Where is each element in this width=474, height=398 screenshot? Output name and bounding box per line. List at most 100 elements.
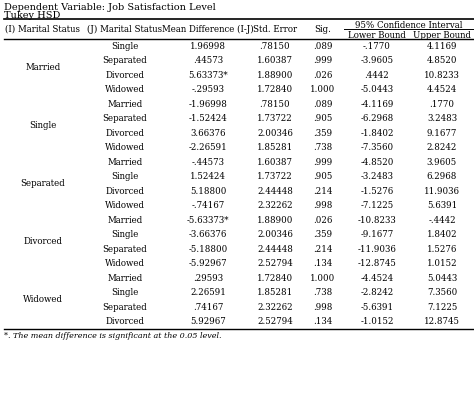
Text: 1.0152: 1.0152 — [427, 259, 457, 268]
Text: 3.9605: 3.9605 — [427, 158, 457, 167]
Text: .738: .738 — [313, 288, 333, 297]
Text: Separated: Separated — [103, 245, 147, 254]
Text: 2.52794: 2.52794 — [257, 259, 293, 268]
Text: 1.72840: 1.72840 — [257, 85, 293, 94]
Text: 2.44448: 2.44448 — [257, 245, 293, 254]
Text: 1.60387: 1.60387 — [257, 56, 293, 65]
Text: 1.5276: 1.5276 — [427, 245, 457, 254]
Text: (J) Marital Status: (J) Marital Status — [87, 24, 163, 33]
Text: .44573: .44573 — [193, 56, 223, 65]
Text: -3.9605: -3.9605 — [360, 56, 393, 65]
Text: Separated: Separated — [103, 56, 147, 65]
Text: *. The mean difference is significant at the 0.05 level.: *. The mean difference is significant at… — [4, 332, 221, 340]
Text: .738: .738 — [313, 143, 333, 152]
Text: .359: .359 — [313, 230, 333, 239]
Text: 95% Confidence Interval: 95% Confidence Interval — [355, 21, 463, 30]
Text: Sig.: Sig. — [315, 25, 331, 33]
Text: 1.85281: 1.85281 — [257, 288, 293, 297]
Text: -9.1677: -9.1677 — [360, 230, 393, 239]
Text: -1.52424: -1.52424 — [189, 114, 228, 123]
Text: -11.9036: -11.9036 — [357, 245, 396, 254]
Text: .998: .998 — [313, 303, 333, 312]
Text: Widowed: Widowed — [105, 85, 145, 94]
Text: Married: Married — [108, 158, 143, 167]
Text: 4.1169: 4.1169 — [427, 42, 457, 51]
Text: 10.8233: 10.8233 — [424, 71, 460, 80]
Text: 3.2483: 3.2483 — [427, 114, 457, 123]
Text: Separated: Separated — [103, 114, 147, 123]
Text: .78150: .78150 — [260, 100, 290, 109]
Text: -5.6391: -5.6391 — [360, 303, 393, 312]
Text: 2.8242: 2.8242 — [427, 143, 457, 152]
Text: Widowed: Widowed — [23, 295, 63, 304]
Text: Single: Single — [111, 172, 139, 181]
Text: -7.1225: -7.1225 — [360, 201, 393, 210]
Text: Widowed: Widowed — [105, 201, 145, 210]
Text: 9.1677: 9.1677 — [427, 129, 457, 138]
Text: 2.32262: 2.32262 — [257, 201, 293, 210]
Text: -4.4524: -4.4524 — [360, 274, 393, 283]
Text: .998: .998 — [313, 201, 333, 210]
Text: Single: Single — [111, 230, 139, 239]
Text: 2.52794: 2.52794 — [257, 317, 293, 326]
Text: -.74167: -.74167 — [191, 201, 225, 210]
Text: Divorced: Divorced — [106, 129, 145, 138]
Text: 4.4524: 4.4524 — [427, 85, 457, 94]
Text: 5.6391: 5.6391 — [427, 201, 457, 210]
Text: Married: Married — [108, 274, 143, 283]
Text: Lower Bound: Lower Bound — [348, 31, 406, 40]
Text: -7.3560: -7.3560 — [360, 143, 393, 152]
Text: 5.92967: 5.92967 — [190, 317, 226, 326]
Text: .026: .026 — [313, 71, 333, 80]
Text: 1.000: 1.000 — [310, 85, 336, 94]
Text: Married: Married — [108, 100, 143, 109]
Text: 6.2968: 6.2968 — [427, 172, 457, 181]
Text: -4.1169: -4.1169 — [360, 100, 394, 109]
Text: -1.5276: -1.5276 — [360, 187, 393, 196]
Text: .999: .999 — [313, 158, 333, 167]
Text: Single: Single — [29, 121, 57, 131]
Text: .999: .999 — [313, 56, 333, 65]
Text: 1.73722: 1.73722 — [257, 114, 293, 123]
Text: 1.72840: 1.72840 — [257, 274, 293, 283]
Text: .359: .359 — [313, 129, 333, 138]
Text: Divorced: Divorced — [106, 71, 145, 80]
Text: Separated: Separated — [103, 303, 147, 312]
Text: 1.60387: 1.60387 — [257, 158, 293, 167]
Text: Married: Married — [26, 64, 61, 72]
Text: 2.32262: 2.32262 — [257, 303, 293, 312]
Text: Single: Single — [111, 288, 139, 297]
Text: -.44573: -.44573 — [191, 158, 225, 167]
Text: .214: .214 — [313, 245, 333, 254]
Text: 1.88900: 1.88900 — [257, 216, 293, 225]
Text: 7.1225: 7.1225 — [427, 303, 457, 312]
Text: (I) Marital Status: (I) Marital Status — [6, 25, 81, 33]
Text: -4.8520: -4.8520 — [360, 158, 394, 167]
Text: 1.000: 1.000 — [310, 274, 336, 283]
Text: 1.88900: 1.88900 — [257, 71, 293, 80]
Text: -3.66376: -3.66376 — [189, 230, 227, 239]
Text: 2.44448: 2.44448 — [257, 187, 293, 196]
Text: Std. Error: Std. Error — [253, 25, 297, 33]
Text: Upper Bound: Upper Bound — [413, 31, 471, 40]
Text: -6.2968: -6.2968 — [360, 114, 393, 123]
Text: -5.63373*: -5.63373* — [187, 216, 229, 225]
Text: Widowed: Widowed — [105, 143, 145, 152]
Text: 5.63373*: 5.63373* — [188, 71, 228, 80]
Text: 1.85281: 1.85281 — [257, 143, 293, 152]
Text: Dependent Variable: Job Satisfaction Level: Dependent Variable: Job Satisfaction Lev… — [4, 3, 216, 12]
Text: Divorced: Divorced — [24, 238, 63, 246]
Text: -1.0152: -1.0152 — [360, 317, 394, 326]
Text: -1.8402: -1.8402 — [360, 129, 394, 138]
Text: 12.8745: 12.8745 — [424, 317, 460, 326]
Text: -10.8233: -10.8233 — [357, 216, 396, 225]
Text: 1.96998: 1.96998 — [190, 42, 226, 51]
Text: 5.0443: 5.0443 — [427, 274, 457, 283]
Text: 4.8520: 4.8520 — [427, 56, 457, 65]
Text: -3.2483: -3.2483 — [361, 172, 393, 181]
Text: 5.18800: 5.18800 — [190, 187, 226, 196]
Text: Divorced: Divorced — [106, 187, 145, 196]
Text: .134: .134 — [313, 259, 333, 268]
Text: .905: .905 — [313, 114, 333, 123]
Text: 11.9036: 11.9036 — [424, 187, 460, 196]
